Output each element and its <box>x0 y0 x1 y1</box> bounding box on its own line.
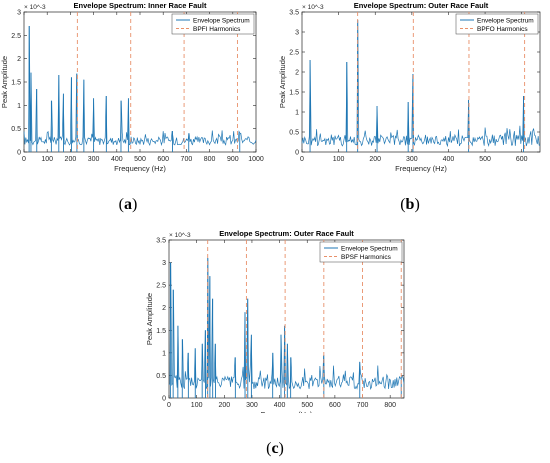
y-exponent-label: × 10^-3 <box>302 4 324 11</box>
legend-label-harmonics: BPFI Harmonics <box>193 26 241 33</box>
chart-panel-a: 0 0.5 1 1.5 2 2.5 3 0 100 200 300 400 500 600 700 800 90… <box>0 0 270 190</box>
x-tick-label: 1000 <box>248 156 264 163</box>
x-tick-label: 900 <box>227 156 239 163</box>
x-tick-label: 600 <box>516 156 528 163</box>
plot-area <box>301 11 541 153</box>
chart-title: Envelope Spectrum: Outer Race Fault <box>354 1 489 10</box>
caption-b: (b) <box>400 196 420 213</box>
legend-label-spectrum: Envelope Spectrum <box>477 18 534 25</box>
x-tick-label: 600 <box>329 402 341 409</box>
x-tick-label: 800 <box>384 402 396 409</box>
y-axis-label: Peak Amplitude <box>278 56 287 108</box>
legend-label-harmonics: BPFO Harmonics <box>477 26 528 33</box>
x-tick-label: 700 <box>357 402 369 409</box>
y-tick-label: 1 <box>17 103 21 110</box>
y-exponent-label: × 10^-3 <box>24 4 46 11</box>
x-tick-label: 400 <box>443 156 455 163</box>
y-exponent-label: × 10^-3 <box>169 232 191 239</box>
chart-a: 0 0.5 1 1.5 2 2.5 3 0 100 200 300 400 500 600 700 800 90… <box>0 1 264 173</box>
x-tick-label: 300 <box>406 156 418 163</box>
y-tick-label: 3 <box>17 10 21 17</box>
y-tick-label: 1 <box>162 350 166 357</box>
y-tick-label: 2.5 <box>289 50 299 57</box>
legend-label-spectrum: Envelope Spectrum <box>341 246 398 253</box>
legend-label-spectrum: Envelope Spectrum <box>193 18 250 25</box>
x-tick-label: 100 <box>333 156 345 163</box>
envelope-spectrum-line <box>168 258 405 390</box>
y-tick-label: 0.5 <box>156 373 166 380</box>
caption-c: (c) <box>266 440 284 457</box>
y-tick-label: 2 <box>17 56 21 63</box>
chart-title: Envelope Spectrum: Outer Race Fault <box>219 229 354 238</box>
x-tick-label: 500 <box>301 402 313 409</box>
chart-b: 0 0.5 1 1.5 2 2.5 3 3.5 0 100 200 300 400 500 600 × 10^… <box>278 1 541 173</box>
x-tick-label: 100 <box>191 402 203 409</box>
x-tick-label: 800 <box>204 156 216 163</box>
x-tick-label: 200 <box>65 156 77 163</box>
legend-label-harmonics: BPSF Harmonics <box>341 254 392 261</box>
y-tick-label: 1.5 <box>289 90 299 97</box>
x-tick-label: 300 <box>246 402 258 409</box>
envelope-spectrum-line <box>23 25 257 147</box>
x-axis-label: Frequency (Hz) <box>395 164 447 173</box>
x-axis-label: Frequency (Hz) <box>261 410 313 413</box>
y-tick-label: 1.5 <box>11 80 21 87</box>
y-tick-label: 0 <box>17 150 21 157</box>
chart-panel-c: 0 0.5 1 1.5 2 2.5 3 3.5 0 100 200 300 400 500 600 700 80… <box>140 228 415 419</box>
y-tick-label: 1 <box>295 110 299 117</box>
y-tick-label: 0.5 <box>11 126 21 133</box>
y-tick-label: 2.5 <box>11 33 21 40</box>
x-tick-label: 0 <box>300 156 304 163</box>
x-tick-label: 0 <box>22 156 26 163</box>
y-tick-label: 3.5 <box>156 238 166 245</box>
legend-box <box>171 13 255 35</box>
y-tick-label: 3 <box>162 260 166 267</box>
y-tick-label: 3.5 <box>289 10 299 17</box>
y-tick-label: 2 <box>295 70 299 77</box>
x-tick-label: 200 <box>369 156 381 163</box>
y-tick-label: 0 <box>162 396 166 403</box>
caption-a: (a) <box>118 196 138 213</box>
y-tick-label: 2.5 <box>156 283 166 290</box>
x-tick-label: 600 <box>157 156 169 163</box>
x-tick-label: 400 <box>274 402 286 409</box>
x-tick-label: 500 <box>479 156 491 163</box>
x-tick-label: 200 <box>218 402 230 409</box>
y-tick-label: 1.5 <box>156 328 166 335</box>
y-tick-label: 0.5 <box>289 130 299 137</box>
chart-c: 0 0.5 1 1.5 2 2.5 3 3.5 0 100 200 300 400 500 600 700 80… <box>145 229 405 419</box>
y-tick-label: 0 <box>295 150 299 157</box>
y-axis-label: Peak Amplitude <box>0 56 9 108</box>
x-tick-label: 300 <box>88 156 100 163</box>
chart-title: Envelope Spectrum: Inner Race Fault <box>74 1 207 10</box>
y-axis-label: Peak Amplitude <box>145 293 154 345</box>
x-tick-label: 700 <box>181 156 193 163</box>
x-tick-label: 100 <box>41 156 53 163</box>
x-tick-label: 400 <box>111 156 123 163</box>
y-tick-label: 2 <box>162 305 166 312</box>
x-axis-label: Frequency (Hz) <box>114 164 166 173</box>
x-tick-label: 0 <box>167 402 171 409</box>
legend-box <box>319 241 403 263</box>
y-tick-label: 3 <box>295 30 299 37</box>
chart-panel-b: 0 0.5 1 1.5 2 2.5 3 3.5 0 100 200 300 400 500 600 × 10^… <box>278 0 550 190</box>
x-tick-label: 500 <box>134 156 146 163</box>
envelope-spectrum-line <box>301 19 541 148</box>
legend-box <box>455 13 539 35</box>
